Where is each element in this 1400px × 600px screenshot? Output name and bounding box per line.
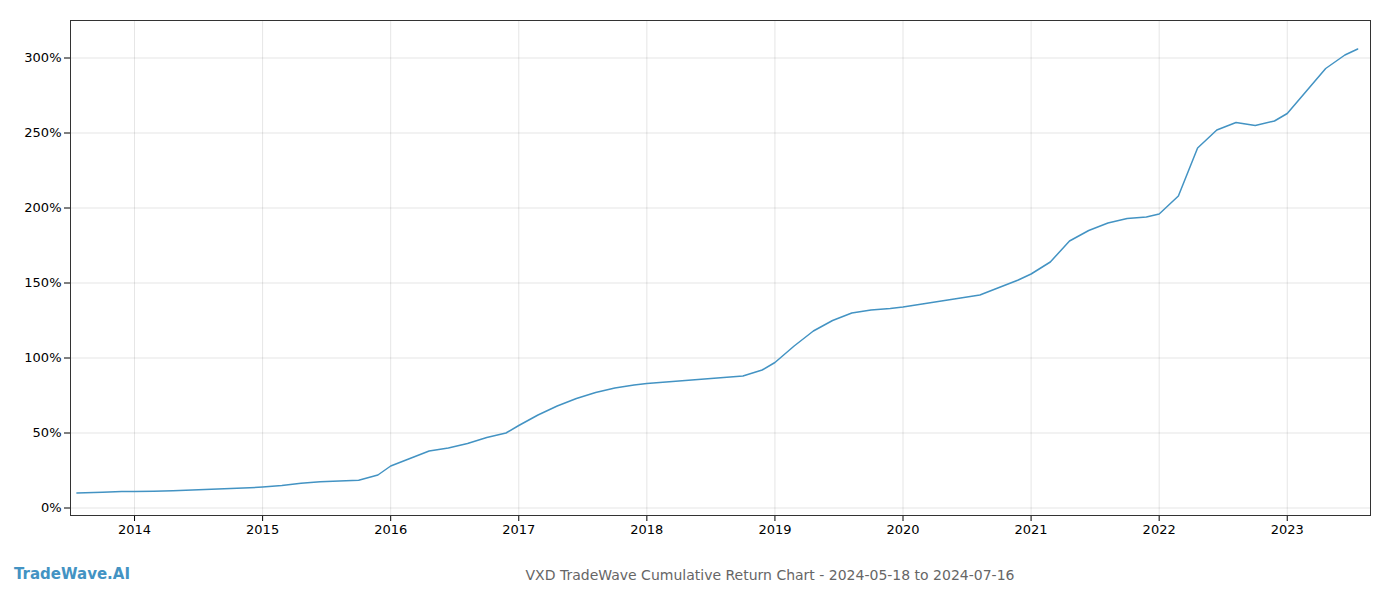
svg-text:2014: 2014 (118, 522, 151, 537)
svg-text:2019: 2019 (758, 522, 791, 537)
svg-text:300%: 300% (24, 50, 61, 65)
svg-text:2023: 2023 (1271, 522, 1304, 537)
svg-text:100%: 100% (24, 350, 61, 365)
svg-text:250%: 250% (24, 125, 61, 140)
html-text:VXD TradeWave Cumulative Retur: VXD TradeWave Cumulative Return Chart - … (525, 567, 1015, 583)
svg-text:50%: 50% (33, 425, 62, 440)
svg-text:150%: 150% (24, 275, 61, 290)
svg-text:200%: 200% (24, 200, 61, 215)
svg-text:2015: 2015 (246, 522, 279, 537)
html-text:TradeWave.AI: TradeWave.AI (14, 565, 130, 583)
svg-text:0%: 0% (41, 500, 62, 515)
svg-text:2020: 2020 (886, 522, 919, 537)
svg-text:2016: 2016 (374, 522, 407, 537)
svg-text:2021: 2021 (1015, 522, 1048, 537)
svg-text:2022: 2022 (1143, 522, 1176, 537)
svg-text:2017: 2017 (502, 522, 535, 537)
svg-text:2018: 2018 (630, 522, 663, 537)
